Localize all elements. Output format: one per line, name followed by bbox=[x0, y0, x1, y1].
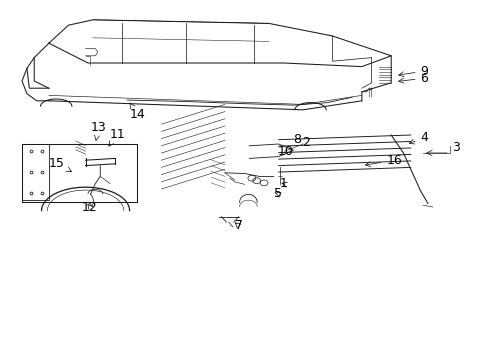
Bar bbox=[22, 144, 49, 200]
Text: 8: 8 bbox=[293, 133, 301, 146]
Text: 13: 13 bbox=[90, 121, 106, 140]
Text: 6: 6 bbox=[398, 72, 427, 85]
Text: 16: 16 bbox=[365, 154, 401, 167]
Text: 4: 4 bbox=[408, 131, 427, 144]
Text: 3: 3 bbox=[451, 141, 459, 154]
Text: 5: 5 bbox=[273, 187, 281, 200]
Text: 10: 10 bbox=[277, 145, 293, 158]
Text: 14: 14 bbox=[129, 103, 145, 121]
Text: 12: 12 bbox=[82, 201, 98, 213]
Text: 7: 7 bbox=[234, 219, 242, 232]
Text: 15: 15 bbox=[49, 157, 71, 172]
Text: 11: 11 bbox=[108, 127, 125, 146]
Text: 9: 9 bbox=[398, 64, 427, 77]
Text: 2: 2 bbox=[301, 136, 309, 149]
Text: 1: 1 bbox=[279, 177, 287, 190]
